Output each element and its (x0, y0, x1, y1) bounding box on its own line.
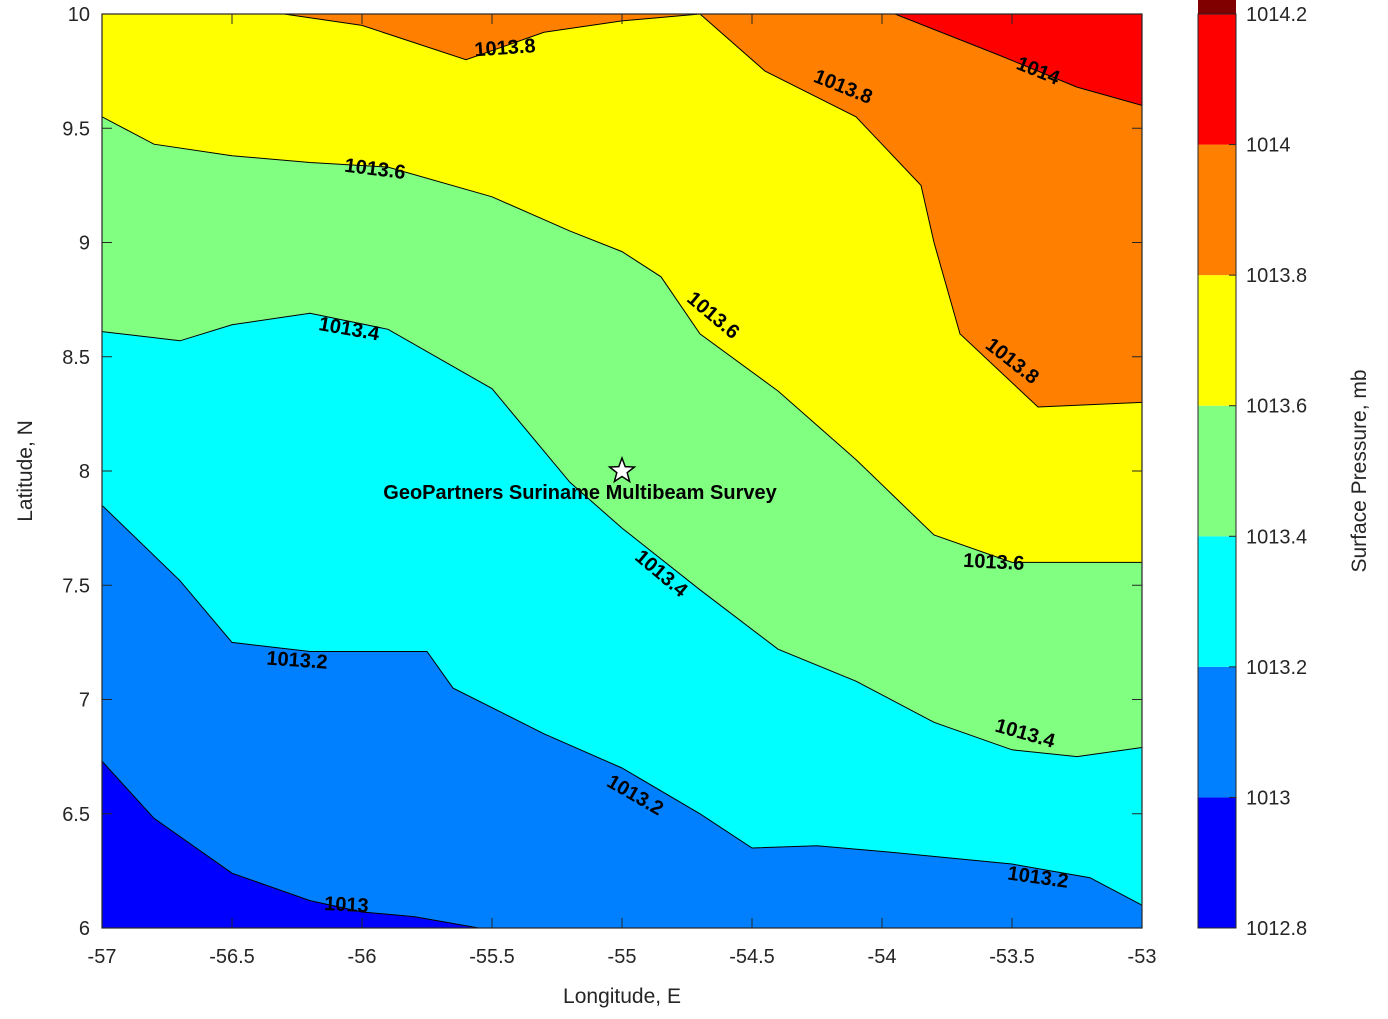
contour-line-1013.2 (102, 504, 1142, 906)
band-above-1014 (895, 14, 1142, 106)
band-above-1013.8 (700, 14, 1142, 407)
y-tick-label: 10 (68, 4, 90, 26)
contour-label: 1013 (324, 893, 370, 917)
colorbar-tick-label: 1012.8 (1246, 918, 1307, 940)
colorbar: 1012.8 1013 1013.2 1013.4 1013.6 1013.8 1014 10… (1197, 0, 1307, 940)
x-tick-label: -56 (348, 946, 377, 968)
band-above-1013.8 (284, 14, 700, 60)
contour-line-1013.8 (699, 14, 1142, 408)
colorbar-tick-label: 1013.6 (1246, 396, 1307, 418)
x-tick-label: -54 (868, 946, 897, 968)
x-tick-label: -53 (1128, 946, 1157, 968)
y-tick-label: 9.5 (62, 118, 90, 140)
colorbar-swatch (1198, 275, 1236, 406)
contour-label: 1013.2 (266, 648, 329, 674)
y-tick-label: 9 (79, 233, 90, 255)
y-tick-label: 7 (79, 690, 90, 712)
x-tick-label: -55 (608, 946, 637, 968)
colorbar-swatch (1198, 0, 1236, 14)
colorbar-tick-label: 1013.4 (1246, 526, 1307, 548)
colorbar-tick-label: 1013 (1246, 787, 1291, 809)
x-axis: -57 -56.5 -56 -55.5 -55 -54.5 -54 -53.5 -53 (88, 14, 1157, 968)
y-axis: 6 6.5 7 7.5 8 8.5 9 9.5 10 (62, 4, 1142, 940)
y-tick-label: 7.5 (62, 575, 90, 597)
contour-line-1014 (894, 14, 1142, 106)
colorbar-tick-label: 1013.8 (1246, 265, 1307, 287)
y-tick-label: 8 (79, 461, 90, 483)
colorbar-tick-label: 1014.2 (1246, 4, 1307, 26)
contour-label: 1013.8 (474, 35, 537, 61)
contour-line-1013.6 (102, 116, 1142, 563)
colorbar-swatch (1198, 797, 1236, 928)
y-tick-label: 6.5 (62, 804, 90, 826)
colorbar-frame (1197, 13, 1237, 929)
y-tick-label: 6 (79, 918, 90, 940)
x-tick-label: -53.5 (989, 946, 1035, 968)
x-tick-label: -55.5 (469, 946, 515, 968)
colorbar-tick-label: 1013.2 (1246, 657, 1307, 679)
x-tick-label: -56.5 (209, 946, 255, 968)
annotation-label: GeoPartners Suriname Multibeam Survey (383, 482, 777, 504)
contour-label: 1013.6 (963, 550, 1025, 575)
colorbar-title: Surface Pressure, mb (1348, 369, 1371, 572)
y-tick-label: 8.5 (62, 347, 90, 369)
colorbar-swatch (1198, 144, 1236, 276)
x-tick-label: -54.5 (729, 946, 775, 968)
x-axis-title: Longitude, E (563, 985, 681, 1008)
colorbar-swatch (1198, 536, 1236, 667)
contour-line-1013.8 (283, 14, 701, 61)
contour-line-1013.4 (102, 312, 1142, 758)
colorbar-swatch (1198, 405, 1236, 537)
colorbar-tick-label: 1014 (1246, 135, 1291, 157)
x-tick-label: -57 (88, 946, 117, 968)
contour-line-1013 (102, 760, 482, 928)
y-axis-title: Latitude, N (14, 420, 37, 522)
band-above-1013.6 (102, 14, 1142, 563)
survey-annotation: GeoPartners Suriname Multibeam Survey (383, 455, 778, 504)
colorbar-swatch (1198, 14, 1236, 145)
star-marker-icon (607, 455, 637, 484)
colorbar-swatch (1198, 666, 1236, 798)
